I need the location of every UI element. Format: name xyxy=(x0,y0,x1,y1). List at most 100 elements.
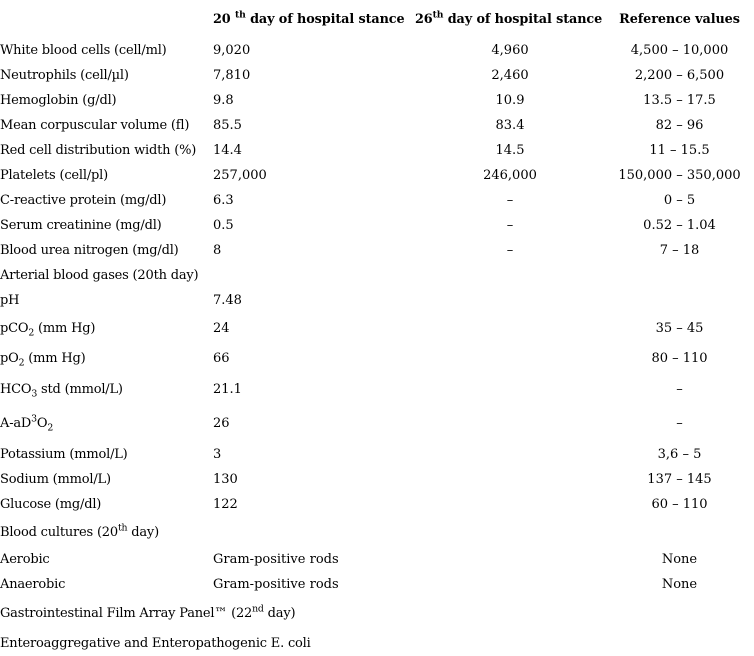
value-day26: 83.4 xyxy=(495,118,525,133)
value-day26: – xyxy=(506,218,514,233)
value-day20: 14.4 xyxy=(213,143,242,158)
table-row: Neutrophils (cell/µl) 7,810 2,460 2,200 … xyxy=(0,63,754,88)
row-label: Serum creatinine (mg/dl) xyxy=(0,218,162,233)
table-row: Sodium (mmol/L) 130 137 – 145 xyxy=(0,467,754,492)
value-day26 xyxy=(415,288,605,313)
table-row: pH 7.48 xyxy=(0,288,754,313)
value-day20: 130 xyxy=(213,472,238,487)
row-label: Aerobic xyxy=(0,552,50,567)
reference-value: 3,6 – 5 xyxy=(657,447,702,462)
table-row: Serum creatinine (mg/dl) 0.5 – 0.52 – 1.… xyxy=(0,213,754,238)
column-header-reference: Reference values xyxy=(619,11,740,27)
value-day26 xyxy=(415,547,605,572)
value-day20: 66 xyxy=(213,350,230,366)
value-day20: 6.3 xyxy=(213,193,234,208)
table-row: C-reactive protein (mg/dl) 6.3 – 0 – 5 xyxy=(0,188,754,213)
reference-value: 137 – 145 xyxy=(647,472,712,487)
value-day20: Gram-positive rods xyxy=(213,577,339,592)
column-header-day20: 20 th day of hospital stance xyxy=(213,9,405,27)
table-row: Anaerobic Gram-positive rods None xyxy=(0,572,754,597)
reference-value: – xyxy=(676,416,683,431)
value-day26 xyxy=(415,405,605,442)
value-day20: 122 xyxy=(213,497,238,512)
section-header: Enteroaggregative and Enteropathogenic E… xyxy=(0,635,311,651)
reference-value: 35 – 45 xyxy=(655,320,704,336)
reference-value: 0.52 – 1.04 xyxy=(643,218,716,233)
value-day20: 8 xyxy=(213,243,222,258)
row-label: Anaerobic xyxy=(0,577,66,592)
section-header: Blood cultures (20th day) xyxy=(0,522,159,540)
reference-value xyxy=(605,288,754,313)
row-label: Blood urea nitrogen (mg/dl) xyxy=(0,243,179,258)
row-label: Mean corpuscular volume (fl) xyxy=(0,118,190,133)
table-row: Platelets (cell/pl) 257,000 246,000 150,… xyxy=(0,163,754,188)
table-row: pO2 (mm Hg) 66 80 – 110 xyxy=(0,343,754,373)
table-row: Red cell distribution width (%) 14.4 14.… xyxy=(0,138,754,163)
value-day26: 14.5 xyxy=(495,143,525,158)
value-day26: – xyxy=(506,193,514,208)
reference-value: 13.5 – 17.5 xyxy=(643,93,716,108)
value-day26 xyxy=(415,572,605,597)
value-day20: 21.1 xyxy=(213,381,242,397)
reference-value: 11 – 15.5 xyxy=(649,143,710,158)
value-day26 xyxy=(415,343,605,373)
row-label: Glucose (mg/dl) xyxy=(0,497,102,512)
value-day26: 2,460 xyxy=(491,68,529,83)
value-day26: 246,000 xyxy=(483,168,537,183)
value-day26: – xyxy=(506,243,514,258)
row-label: Potassium (mmol/L) xyxy=(0,447,128,462)
reference-value: 7 – 18 xyxy=(659,243,700,258)
value-day26 xyxy=(415,313,605,343)
reference-value: 150,000 – 350,000 xyxy=(618,168,741,183)
row-label: Platelets (cell/pl) xyxy=(0,168,108,183)
reference-value: None xyxy=(661,552,698,567)
section-header: Arterial blood gases (20th day) xyxy=(0,268,199,283)
table-row: Glucose (mg/dl) 122 60 – 110 xyxy=(0,492,754,517)
value-day20: 3 xyxy=(213,447,222,462)
value-day26: 4,960 xyxy=(491,43,529,58)
row-label: pO2 (mm Hg) xyxy=(0,350,86,369)
value-day20: 24 xyxy=(213,320,230,336)
table-row: A-aD3O2 26 – xyxy=(0,405,754,442)
section-row: Gastrointestinal Film Array Panel™ (22nd… xyxy=(0,597,754,630)
value-day20: 257,000 xyxy=(213,168,267,183)
table-row: Blood urea nitrogen (mg/dl) 8 – 7 – 18 xyxy=(0,238,754,263)
table-row: White blood cells (cell/ml) 9,020 4,960 … xyxy=(0,38,754,63)
value-day20: 7,810 xyxy=(213,68,251,83)
table-row: pCO2 (mm Hg) 24 35 – 45 xyxy=(0,313,754,343)
table-row: HCO3 std (mmol/L) 21.1 – xyxy=(0,373,754,405)
row-label: C-reactive protein (mg/dl) xyxy=(0,193,167,208)
reference-value: – xyxy=(676,381,683,397)
row-label: HCO3 std (mmol/L) xyxy=(0,381,123,400)
value-day26: 10.9 xyxy=(495,93,525,108)
row-label: Red cell distribution width (%) xyxy=(0,143,197,158)
value-day20: 26 xyxy=(213,416,230,431)
value-day26 xyxy=(415,442,605,467)
row-label: A-aD3O2 xyxy=(0,413,54,434)
header-empty-cell xyxy=(0,0,213,38)
value-day20: 85.5 xyxy=(213,118,242,133)
table-row: Mean corpuscular volume (fl) 85.5 83.4 8… xyxy=(0,113,754,138)
table-row: Potassium (mmol/L) 3 3,6 – 5 xyxy=(0,442,754,467)
header-row: 20 th day of hospital stance 26th day of… xyxy=(0,0,754,38)
value-day26 xyxy=(415,373,605,405)
reference-value: 60 – 110 xyxy=(651,497,708,512)
row-label: pCO2 (mm Hg) xyxy=(0,320,96,339)
section-row: Blood cultures (20th day) xyxy=(0,517,754,547)
row-label: Hemoglobin (g/dl) xyxy=(0,93,117,108)
row-label: Neutrophils (cell/µl) xyxy=(0,68,129,83)
value-day20: 7.48 xyxy=(213,293,242,308)
value-day20: 0.5 xyxy=(213,218,234,233)
section-row: Enteroaggregative and Enteropathogenic E… xyxy=(0,630,754,656)
section-row: Arterial blood gases (20th day) xyxy=(0,263,754,288)
value-day20: 9,020 xyxy=(213,43,251,58)
row-label: Sodium (mmol/L) xyxy=(0,472,111,487)
table-row: Aerobic Gram-positive rods None xyxy=(0,547,754,572)
column-header-day26: 26th day of hospital stance xyxy=(415,9,603,27)
value-day20: 9.8 xyxy=(213,93,234,108)
value-day26 xyxy=(415,492,605,517)
reference-value: 2,200 – 6,500 xyxy=(634,68,725,83)
row-label: pH xyxy=(0,293,20,308)
